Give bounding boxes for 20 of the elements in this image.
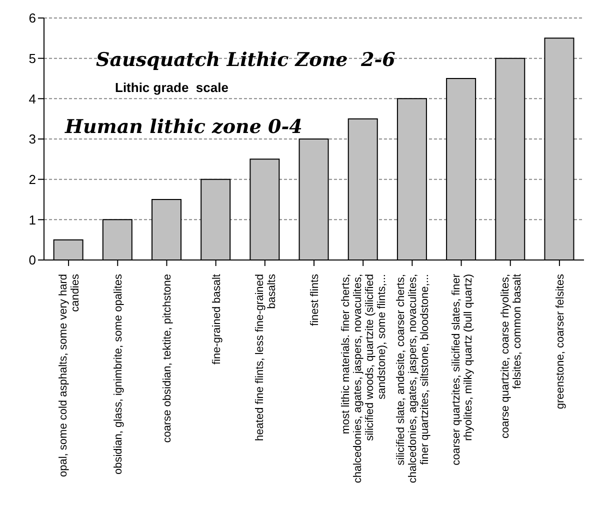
annotation: Human lithic zone 0-4 — [64, 116, 302, 138]
y-tick-label: 0 — [28, 252, 36, 268]
annotation: Lithic grade scale — [115, 80, 228, 95]
annotation: Sausquatch Lithic Zone 2-6 — [96, 49, 396, 71]
x-tick-label: obsidian, glass, ignimbrite, some opalites — [112, 274, 125, 475]
y-tick-label: 4 — [28, 91, 36, 106]
x-tick-label: heated fine flints, less fine-grained basalts — [254, 274, 278, 441]
x-tick-label: finest flints — [309, 274, 321, 326]
y-tick-label: 5 — [28, 50, 36, 66]
x-tick-label: fine-grained basalt — [210, 274, 223, 365]
x-tick-label: silicified slate, andesite, coarser cherts, chalcedonies, agates, jaspers, novaculites, finer quartzites, siltstone, bloodstone,... — [395, 274, 432, 484]
y-tick-label: 3 — [28, 132, 36, 147]
x-tick-label: most lithic materials. finer cherts, chalcedonies, agates, jaspers, novaculites, silicified woods, quartzite (silicified sandstone), some flints,... — [340, 274, 388, 484]
x-tick-label: opal, some cold asphalts, some very hard candies — [58, 274, 82, 477]
y-tick-label: 1 — [28, 212, 36, 228]
x-tick-label: greenstone, coarser felsites — [554, 274, 566, 410]
x-tick-label: coarse obsidian, tektite, pitchstone — [162, 274, 174, 443]
y-tick-label: 2 — [28, 172, 36, 187]
x-tick-label: coarser quartzites, silicified slates, finer rhyolites, milky quartz (bull quartz) — [450, 274, 474, 466]
y-tick-label: 6 — [28, 10, 36, 26]
